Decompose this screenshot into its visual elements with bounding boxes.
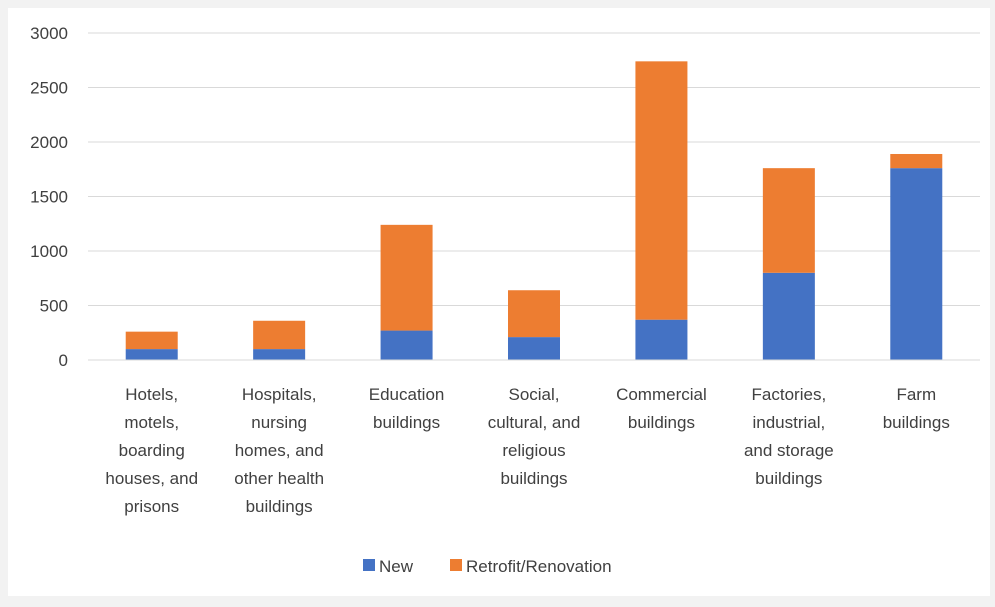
category-label: cultural, and (488, 413, 581, 432)
category-label: Social, (508, 385, 559, 404)
category-label: buildings (883, 413, 950, 432)
category-label: buildings (246, 497, 313, 516)
bar-retrofit-1 (253, 320, 306, 350)
bar-new-6 (890, 168, 943, 360)
legend-label-retrofit: Retrofit/Renovation (466, 557, 612, 576)
bar-new-2 (380, 330, 433, 360)
y-tick-label: 2500 (30, 79, 68, 98)
y-tick-label: 500 (40, 297, 68, 316)
category-label: Commercial (616, 385, 707, 404)
bar-new-1 (253, 349, 306, 360)
bars (125, 61, 943, 360)
legend-swatch-retrofit (450, 559, 462, 571)
plot-background (8, 8, 990, 596)
legend: New Retrofit/Renovation (363, 557, 612, 576)
category-label: houses, and (105, 469, 198, 488)
bar-retrofit-5 (762, 168, 815, 273)
category-label: prisons (124, 497, 179, 516)
y-tick-label: 3000 (30, 24, 68, 43)
category-label: homes, and (235, 441, 324, 460)
bar-retrofit-0 (125, 331, 178, 350)
category-label: buildings (500, 469, 567, 488)
bar-new-4 (635, 319, 688, 360)
category-label: boarding (119, 441, 185, 460)
category-label: buildings (628, 413, 695, 432)
category-label: industrial, (752, 413, 825, 432)
category-label: buildings (755, 469, 822, 488)
category-label: Hotels, (125, 385, 178, 404)
y-axis: 0 500 1000 1500 2000 2500 3000 (30, 24, 68, 370)
category-label: motels, (124, 413, 179, 432)
bar-new-0 (125, 349, 178, 360)
category-label: religious (502, 441, 565, 460)
bar-retrofit-6 (890, 153, 943, 169)
y-tick-label: 2000 (30, 133, 68, 152)
legend-swatch-new (363, 559, 375, 571)
y-tick-label: 1500 (30, 188, 68, 207)
bar-new-5 (762, 272, 815, 360)
bar-retrofit-3 (508, 290, 560, 338)
y-tick-label: 0 (59, 351, 68, 370)
category-label: Factories, (752, 385, 827, 404)
bar-retrofit-2 (380, 224, 433, 331)
category-label: buildings (373, 413, 440, 432)
legend-label-new: New (379, 557, 414, 576)
bar-new-3 (508, 337, 560, 360)
category-label: Education (369, 385, 445, 404)
bar-retrofit-4 (635, 61, 688, 320)
category-label: other health (234, 469, 324, 488)
x-axis: Hotels, motels, boarding houses, and prisons… (88, 359, 980, 516)
category-label: and storage (744, 441, 834, 460)
y-tick-label: 1000 (30, 242, 68, 261)
category-label: nursing (251, 413, 307, 432)
category-label: Farm (896, 385, 936, 404)
category-label: Hospitals, (242, 385, 317, 404)
